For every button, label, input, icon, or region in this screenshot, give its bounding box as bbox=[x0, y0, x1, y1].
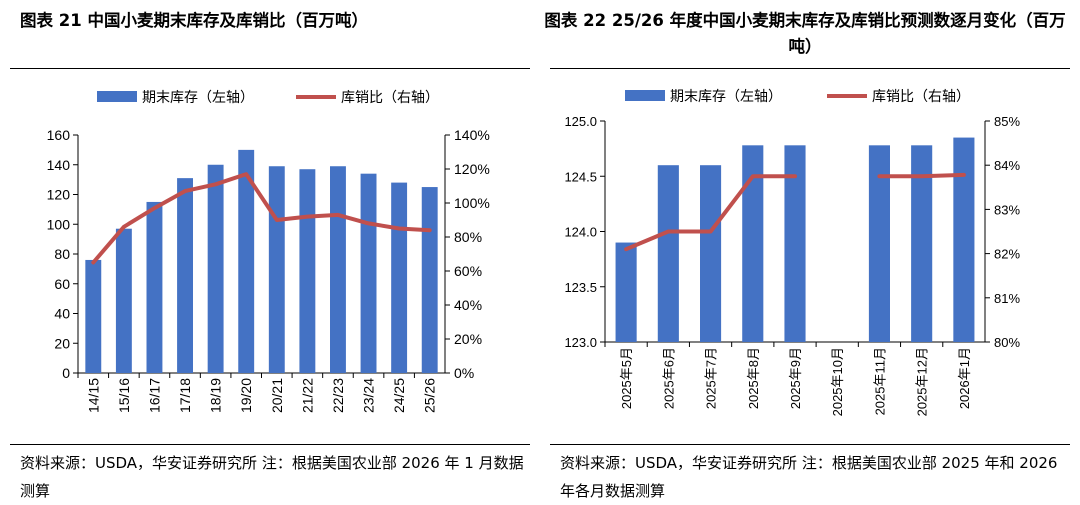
left-chart-bar bbox=[238, 149, 255, 373]
left-chart-category-label: 19/20 bbox=[238, 378, 254, 413]
right-chart-left-tick-label: 124.5 bbox=[564, 169, 597, 184]
left-chart-right-tick-label: 60% bbox=[454, 263, 482, 279]
left-chart-category-label: 21/22 bbox=[299, 378, 315, 413]
right-chart-right-tick-label: 85% bbox=[994, 114, 1020, 129]
left-chart-left-tick-label: 0 bbox=[62, 365, 70, 381]
right-chart-category-label: 2026年1月 bbox=[957, 347, 972, 409]
right-chart-right-tick-label: 83% bbox=[994, 202, 1020, 217]
right-chart-right-tick-label: 82% bbox=[994, 247, 1020, 262]
left-chart-left-tick-label: 160 bbox=[47, 127, 71, 143]
left-chart-left-tick-label: 120 bbox=[47, 187, 71, 203]
left-chart-category-label: 18/19 bbox=[208, 378, 224, 413]
right-chart-category-label: 2025年9月 bbox=[788, 347, 803, 409]
left-chart-right-tick-label: 80% bbox=[454, 229, 482, 245]
right-chart-legend-bar-label: 期末库存（左轴） bbox=[670, 88, 782, 104]
right-chart-bar bbox=[657, 165, 679, 342]
right-chart-ratio-line bbox=[624, 174, 797, 252]
left-chart-left-tick-label: 40 bbox=[54, 306, 70, 322]
left-chart: 0 20 40 60 80 100 120 140 160 0% 20% 40% 60% 80% 100% 1… bbox=[47, 89, 490, 413]
right-chart-right-tick-label: 84% bbox=[994, 158, 1020, 173]
right-chart-bar bbox=[700, 165, 722, 342]
left-chart-bar bbox=[421, 187, 438, 373]
left-top-rule bbox=[10, 68, 530, 69]
right-chart-title: 图表 22 25/26 年度中国小麦期末库存及库销比预测数逐月变化（百万吨） bbox=[544, 11, 1066, 56]
right-chart-right-tick-label: 81% bbox=[994, 291, 1020, 306]
left-chart-bar bbox=[177, 178, 193, 373]
left-chart-category-label: 25/26 bbox=[422, 378, 438, 413]
left-chart-bar bbox=[85, 259, 102, 373]
left-chart-category-label: 20/21 bbox=[269, 378, 285, 413]
right-chart-left-tick-label: 123.0 bbox=[564, 335, 597, 350]
left-chart-right-tick-label: 100% bbox=[454, 195, 490, 211]
left-chart-legend-line-label: 库销比（右轴） bbox=[341, 89, 439, 105]
right-chart-left-tick-label: 125.0 bbox=[564, 114, 597, 129]
left-chart-legend-bar-label: 期末库存（左轴） bbox=[142, 89, 254, 105]
right-chart-bar bbox=[615, 242, 637, 342]
left-chart-category-label: 14/15 bbox=[85, 378, 101, 413]
right-chart: 123.0 123.5 124.0 124.5 125.0 80% 81% 82% 83% 84%… bbox=[564, 88, 1020, 416]
right-chart-category-label: 2025年12月 bbox=[915, 347, 930, 416]
right-chart-category-label: 2025年8月 bbox=[746, 347, 761, 409]
right-chart-category-label: 2025年7月 bbox=[704, 347, 719, 409]
right-chart-bar bbox=[784, 145, 806, 342]
left-chart-right-tick-label: 140% bbox=[454, 127, 490, 143]
right-chart-left-tick-label: 124.0 bbox=[564, 225, 597, 240]
left-chart-category-label: 22/23 bbox=[330, 378, 346, 413]
right-chart-category-label: 2025年11月 bbox=[872, 347, 887, 415]
left-chart-right-tick-label: 0% bbox=[454, 365, 474, 381]
left-chart-legend-bar-swatch bbox=[97, 91, 137, 102]
right-top-rule bbox=[550, 68, 1070, 69]
left-chart-left-tick-label: 80 bbox=[54, 246, 70, 262]
right-chart-left-tick-label: 123.5 bbox=[564, 280, 597, 295]
right-chart-bar bbox=[742, 145, 764, 342]
left-chart-category-label: 16/17 bbox=[146, 378, 162, 413]
right-chart-bar bbox=[911, 145, 933, 342]
right-chart-category-label: 2025年6月 bbox=[661, 347, 676, 409]
right-chart-category-label: 2025年10月 bbox=[830, 347, 845, 416]
left-chart-title: 图表 21 中国小麦期末库存及库销比（百万吨） bbox=[20, 11, 368, 30]
right-chart-bar bbox=[953, 137, 975, 342]
left-chart-right-tick-label: 40% bbox=[454, 297, 482, 313]
left-chart-bar bbox=[207, 164, 224, 373]
left-chart-category-label: 23/24 bbox=[361, 378, 377, 413]
left-chart-category-label: 24/25 bbox=[391, 378, 407, 413]
left-chart-bar bbox=[299, 169, 316, 373]
left-chart-right-tick-label: 120% bbox=[454, 161, 490, 177]
right-chart-category-label: 2025年5月 bbox=[619, 347, 634, 409]
left-chart-right-tick-label: 20% bbox=[454, 331, 482, 347]
right-chart-ratio-line bbox=[877, 172, 966, 179]
left-chart-ratio-line bbox=[91, 172, 432, 265]
right-chart-legend-line-label: 库销比（右轴） bbox=[872, 88, 970, 104]
left-source-note: 资料来源：USDA，华安证券研究所 注：根据美国农业部 2026 年 1 月数据… bbox=[20, 454, 524, 500]
left-chart-left-tick-label: 20 bbox=[54, 335, 70, 351]
left-chart-left-tick-label: 60 bbox=[54, 276, 70, 292]
right-chart-legend-bar-swatch bbox=[625, 90, 665, 101]
left-bottom-rule bbox=[10, 444, 530, 445]
left-chart-left-tick-label: 140 bbox=[47, 157, 71, 173]
left-chart-category-label: 15/16 bbox=[116, 378, 132, 413]
left-chart-category-label: 17/18 bbox=[177, 378, 193, 413]
left-chart-bar bbox=[115, 228, 132, 373]
right-source-note: 资料来源：USDA，华安证券研究所 注：根据美国农业部 2025 年和 2026… bbox=[560, 454, 1058, 500]
left-chart-bar bbox=[146, 201, 163, 373]
right-bottom-rule bbox=[550, 444, 1070, 445]
left-chart-left-tick-label: 100 bbox=[47, 216, 71, 232]
right-chart-bar bbox=[868, 145, 890, 342]
right-chart-right-tick-label: 80% bbox=[994, 335, 1020, 350]
